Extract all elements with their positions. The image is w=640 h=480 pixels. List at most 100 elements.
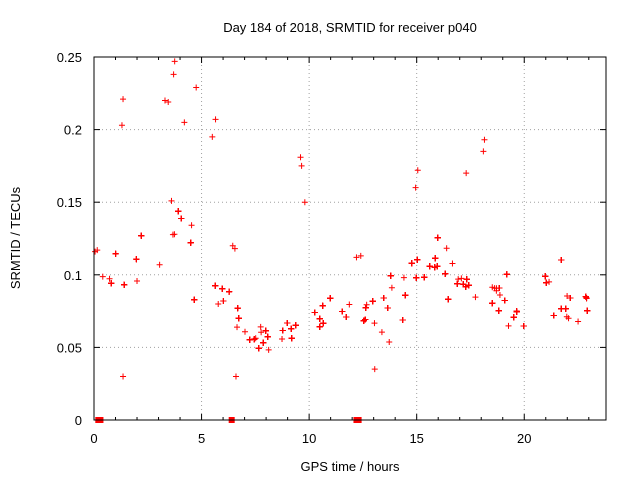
data-point	[402, 292, 409, 299]
data-point	[550, 312, 557, 319]
data-point	[489, 284, 496, 291]
data-point	[363, 301, 370, 308]
data-points	[92, 58, 591, 423]
data-point	[262, 327, 269, 334]
tick-labels: 0 5 10 15 20 0 0.05 0.1 0.15 0.2 0.25	[57, 50, 532, 446]
data-point	[564, 292, 571, 299]
data-point	[212, 282, 219, 289]
data-point	[495, 307, 502, 314]
data-point	[106, 275, 113, 282]
x-tick-label: 5	[198, 431, 205, 446]
data-point	[362, 316, 369, 323]
data-point	[316, 323, 323, 330]
data-point	[369, 298, 376, 305]
data-point	[346, 301, 353, 308]
data-point	[443, 245, 450, 252]
y-tick-label: 0	[75, 413, 82, 428]
data-point	[496, 284, 503, 291]
y-tick-label: 0.25	[57, 50, 82, 65]
data-point	[458, 275, 465, 282]
x-axis-label: GPS time / hours	[301, 459, 400, 474]
data-point	[231, 245, 238, 252]
data-point	[426, 263, 433, 270]
data-point	[212, 116, 219, 123]
data-point	[449, 260, 456, 267]
data-point	[92, 248, 99, 255]
data-point	[181, 119, 188, 126]
data-point	[251, 336, 258, 343]
data-point	[246, 336, 253, 343]
data-point	[445, 296, 452, 303]
data-point	[252, 335, 259, 342]
data-point	[465, 282, 472, 289]
data-point	[414, 167, 421, 174]
data-point	[288, 335, 295, 342]
data-point	[168, 197, 175, 204]
data-point	[546, 278, 553, 285]
data-point	[442, 270, 449, 277]
grid-lines	[94, 57, 606, 420]
data-point	[279, 327, 286, 334]
data-point	[505, 322, 512, 329]
data-point	[320, 320, 327, 327]
data-point	[301, 199, 308, 206]
data-point	[108, 280, 115, 287]
data-point	[387, 272, 394, 279]
data-point	[298, 162, 305, 169]
y-tick-label: 0.15	[57, 195, 82, 210]
data-point	[462, 283, 469, 290]
data-point	[284, 320, 291, 327]
data-point	[327, 295, 334, 302]
data-point	[260, 339, 267, 346]
data-point	[279, 336, 286, 343]
data-point	[175, 208, 182, 215]
data-point	[343, 313, 350, 320]
data-point	[565, 315, 572, 322]
data-point	[209, 133, 216, 140]
data-point	[191, 296, 198, 303]
data-point	[413, 274, 420, 281]
data-point	[215, 301, 222, 308]
data-point	[455, 276, 462, 283]
data-point	[378, 329, 385, 336]
data-point	[178, 215, 185, 222]
data-point	[480, 148, 487, 155]
data-point	[510, 314, 517, 321]
x-tick-label: 20	[517, 431, 531, 446]
data-point	[234, 305, 241, 312]
data-point	[226, 288, 233, 295]
data-point	[513, 308, 520, 315]
data-point	[257, 323, 264, 330]
data-point	[584, 307, 591, 314]
data-point	[265, 346, 272, 353]
data-point	[567, 295, 574, 302]
data-point	[432, 255, 439, 262]
data-point	[138, 232, 145, 239]
data-point	[454, 280, 461, 287]
data-point	[288, 325, 295, 332]
data-point	[319, 302, 326, 309]
data-point	[133, 256, 140, 263]
data-point	[408, 260, 415, 267]
data-point	[134, 277, 141, 284]
data-point	[386, 338, 393, 345]
data-point	[489, 300, 496, 307]
data-point	[558, 256, 565, 263]
data-point	[463, 276, 470, 283]
chart-title: Day 184 of 2018, SRMTID for receiver p04…	[223, 20, 477, 35]
data-point	[99, 273, 106, 280]
data-point	[496, 291, 503, 298]
data-point	[120, 96, 127, 103]
data-point	[542, 273, 549, 280]
y-axis-label: SRMTID / TECUs	[8, 186, 23, 289]
data-point	[362, 304, 369, 311]
data-point	[188, 222, 195, 229]
y-tick-label: 0.2	[64, 123, 82, 138]
data-point	[170, 71, 177, 78]
x-tick-label: 15	[409, 431, 423, 446]
x-tick-label: 10	[302, 431, 316, 446]
data-point	[388, 284, 395, 291]
data-point	[481, 136, 488, 143]
data-point	[472, 294, 479, 301]
